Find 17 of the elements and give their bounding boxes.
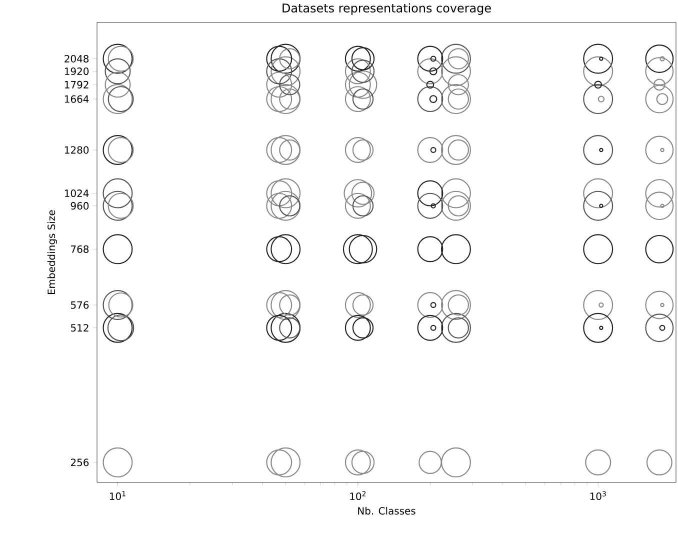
x-tick-label: 10$^{3}$: [590, 490, 606, 500]
y-tick-label: 1280: [64, 146, 89, 154]
y-tick-label: 1024: [64, 189, 89, 197]
y-tick-label: 960: [70, 202, 89, 210]
y-tick-label: 256: [70, 458, 89, 466]
y-tick-label: 1664: [64, 95, 89, 103]
x-tick-label: 10$^{2}$: [350, 490, 366, 500]
x-tick-label: 10$^{1}$: [110, 490, 126, 500]
y-tick-label: 2048: [64, 54, 89, 62]
y-tick-label: 768: [71, 245, 89, 253]
y-axis-title: Embeddings Size: [47, 210, 58, 294]
x-axis-title: Nb. Classes: [358, 506, 416, 514]
y-tick-label: 576: [70, 301, 89, 309]
chart-title: Datasets representations coverage: [282, 3, 491, 15]
y-tick-label: 1792: [64, 80, 88, 88]
y-tick-label: 512: [70, 324, 88, 332]
y-tick-label: 1920: [64, 67, 89, 75]
